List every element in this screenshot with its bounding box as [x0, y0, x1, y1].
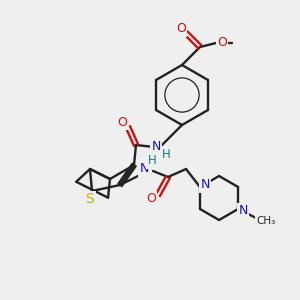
Text: CH₃: CH₃ [256, 216, 276, 226]
Text: N: N [200, 178, 210, 191]
Text: H: H [148, 154, 156, 167]
Text: N: N [151, 140, 161, 154]
Text: O: O [217, 35, 227, 49]
Text: S: S [85, 192, 94, 206]
Text: H: H [162, 148, 170, 161]
Text: N: N [238, 205, 248, 218]
Text: O: O [117, 116, 127, 128]
Text: N: N [139, 163, 149, 176]
Text: O: O [146, 193, 156, 206]
Text: O: O [176, 22, 186, 35]
